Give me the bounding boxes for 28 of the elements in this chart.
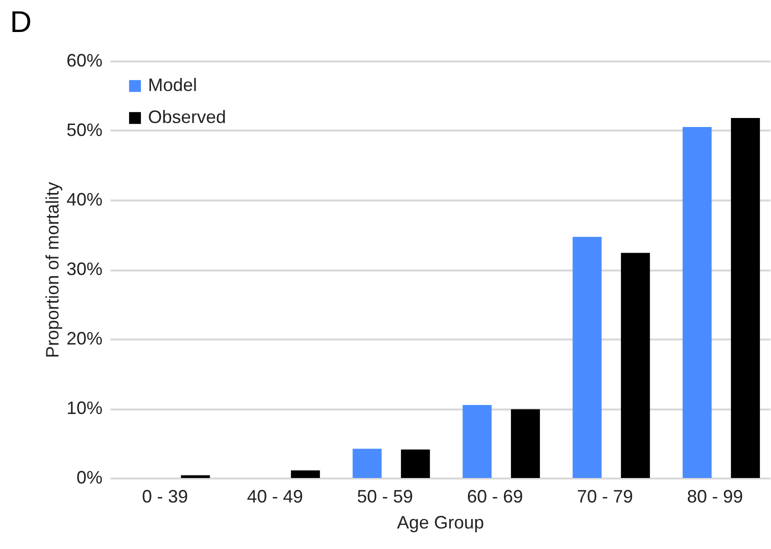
y-tick-label: 40% bbox=[66, 190, 102, 210]
x-tick-label: 50 - 59 bbox=[356, 486, 414, 506]
bar bbox=[510, 409, 540, 478]
x-axis-title: Age Group bbox=[396, 512, 484, 532]
legend-label: Model bbox=[148, 75, 198, 95]
bar bbox=[290, 470, 320, 478]
legend-label: Observed bbox=[148, 107, 226, 127]
bar bbox=[682, 127, 712, 478]
bar bbox=[462, 405, 492, 478]
bar bbox=[620, 252, 650, 478]
y-tick-label: 10% bbox=[66, 398, 102, 418]
bar bbox=[352, 448, 382, 478]
y-tick-label: 60% bbox=[66, 50, 102, 70]
x-tick-label: 70 - 79 bbox=[576, 486, 634, 506]
bar bbox=[730, 118, 760, 478]
y-tick-label: 30% bbox=[66, 259, 102, 279]
bar bbox=[400, 450, 430, 478]
chart-title: D bbox=[10, 6, 32, 39]
y-tick-label: 0% bbox=[76, 468, 102, 488]
bar bbox=[572, 236, 602, 478]
x-tick-label: 0 - 39 bbox=[142, 486, 188, 506]
y-axis-title: Proportion of mortality bbox=[42, 182, 62, 358]
y-tick-label: 50% bbox=[66, 120, 102, 140]
x-tick-label: 60 - 69 bbox=[466, 486, 524, 506]
x-tick-label: 80 - 99 bbox=[686, 486, 744, 506]
x-tick-label: 40 - 49 bbox=[246, 486, 304, 506]
y-tick-label: 20% bbox=[66, 328, 102, 348]
bar bbox=[180, 475, 210, 478]
